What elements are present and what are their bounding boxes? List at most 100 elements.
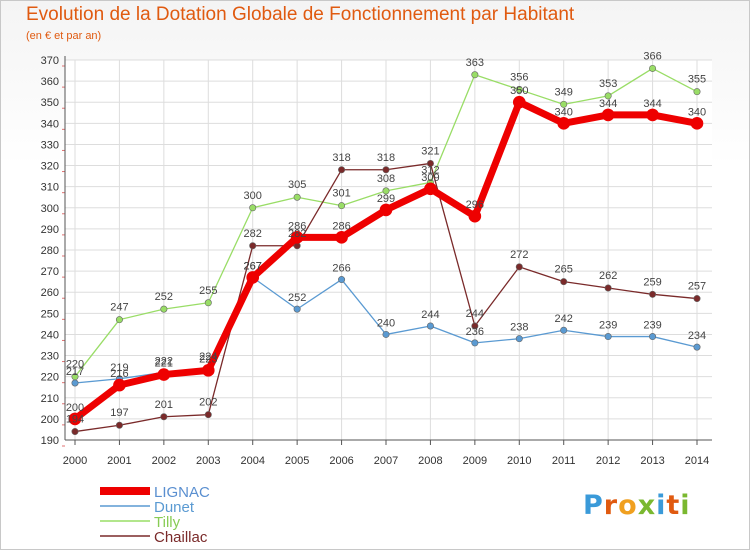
data-point (426, 322, 434, 330)
data-label: 242 (555, 313, 573, 325)
data-label: 257 (688, 281, 706, 293)
data-point (338, 166, 346, 174)
data-label: 355 (688, 74, 706, 86)
y-tick-label: 220 (41, 372, 59, 384)
x-tick-label: 2013 (640, 455, 664, 467)
data-point (201, 364, 215, 377)
legend-label-chaillac: Chaillac (154, 529, 208, 546)
data-label: 267 (244, 260, 262, 272)
data-label: 247 (110, 302, 128, 314)
data-label: 308 (377, 173, 395, 185)
data-label: 286 (288, 220, 306, 232)
data-label: 282 (244, 228, 262, 240)
data-label: 282 (288, 228, 306, 240)
x-tick-label: 2000 (63, 455, 87, 467)
data-point (557, 117, 571, 130)
x-tick-label: 2005 (285, 455, 309, 467)
proxiti-logo: Proxiti (583, 490, 691, 521)
data-point (71, 379, 79, 387)
data-point (693, 88, 701, 96)
data-label: 340 (555, 106, 573, 118)
data-label: 350 (510, 85, 528, 97)
data-point (560, 100, 568, 108)
data-point (560, 278, 568, 286)
data-point (649, 290, 657, 298)
labels-lignac: 200 216 221 223 267 286 286 299 309 296 350 340 344 3… (66, 85, 706, 414)
y-tick-label: 270 (41, 266, 59, 278)
y-tick-label: 280 (41, 245, 59, 257)
data-label: 353 (599, 78, 617, 90)
data-point (515, 86, 523, 94)
data-label: 301 (332, 188, 350, 200)
data-label: 266 (332, 263, 350, 275)
data-point (157, 368, 171, 381)
data-point (379, 203, 393, 217)
y-tick-label: 350 (41, 97, 59, 109)
data-point (515, 263, 523, 271)
data-label: 234 (688, 330, 706, 342)
data-label: 265 (555, 264, 573, 276)
data-label: 224 (199, 351, 217, 363)
x-tick-label: 2007 (374, 455, 398, 467)
data-point (604, 284, 612, 292)
data-label: 349 (555, 86, 573, 98)
data-label: 356 (510, 72, 528, 84)
logo-letter: t (666, 490, 681, 521)
legend-label-tilly: Tilly (154, 514, 181, 531)
x-tick-label: 2008 (418, 455, 442, 467)
x-tick-label: 2002 (152, 455, 176, 467)
data-label: 219 (110, 362, 128, 374)
data-point (204, 411, 212, 419)
data-label: 299 (377, 193, 395, 205)
data-label: 305 (288, 179, 306, 191)
data-point (471, 322, 479, 330)
logo-letter: x (637, 490, 657, 521)
y-tick-label: 260 (41, 287, 59, 299)
data-point (471, 339, 479, 347)
y-tick-label: 330 (41, 139, 59, 151)
data-label: 239 (643, 320, 661, 332)
logo-letter: P (583, 490, 604, 521)
y-tick-label: 190 (41, 435, 59, 447)
data-point (293, 305, 301, 313)
data-point (204, 299, 212, 307)
data-point (160, 305, 168, 313)
x-tick-label: 2010 (507, 455, 531, 467)
x-tick-label: 2011 (552, 455, 576, 467)
data-point (693, 295, 701, 303)
data-label: 309 (421, 172, 439, 184)
data-label: 366 (643, 50, 661, 62)
data-label: 201 (155, 399, 173, 411)
data-point (382, 166, 390, 174)
data-point (604, 92, 612, 100)
data-point (426, 159, 434, 167)
data-label: 220 (66, 359, 84, 371)
legend-label-lignac: LIGNAC (154, 484, 210, 501)
y-tick-label: 300 (41, 203, 59, 215)
data-label: 252 (288, 292, 306, 304)
x-tick-label: 2004 (240, 455, 264, 467)
data-label: 267 (244, 260, 262, 272)
data-point (515, 335, 523, 343)
y-tick-label: 310 (41, 182, 59, 194)
data-label: 252 (155, 291, 173, 303)
data-label: 194 (66, 414, 84, 426)
data-label: 239 (599, 320, 617, 332)
data-label: 216 (110, 368, 128, 380)
y-tick-label: 360 (41, 76, 59, 88)
data-label: 272 (510, 249, 528, 261)
x-tick-label: 2003 (196, 455, 220, 467)
y-tick-label: 200 (41, 414, 59, 426)
data-label: 259 (643, 276, 661, 288)
data-label: 223 (199, 353, 217, 365)
x-axis: 2000 2001 2002 2003 2004 2005 2006 2007 2008 2009… (63, 60, 709, 467)
data-label: 262 (599, 270, 617, 282)
data-label: 244 (466, 308, 484, 320)
y-tick-label: 240 (41, 329, 59, 341)
data-point (649, 64, 657, 72)
labels-tilly: 220 247 252 255 300 305 301 308 312 363 356 349 353 3… (66, 50, 706, 370)
y-tick-label: 290 (41, 224, 59, 236)
data-label: 318 (332, 152, 350, 164)
